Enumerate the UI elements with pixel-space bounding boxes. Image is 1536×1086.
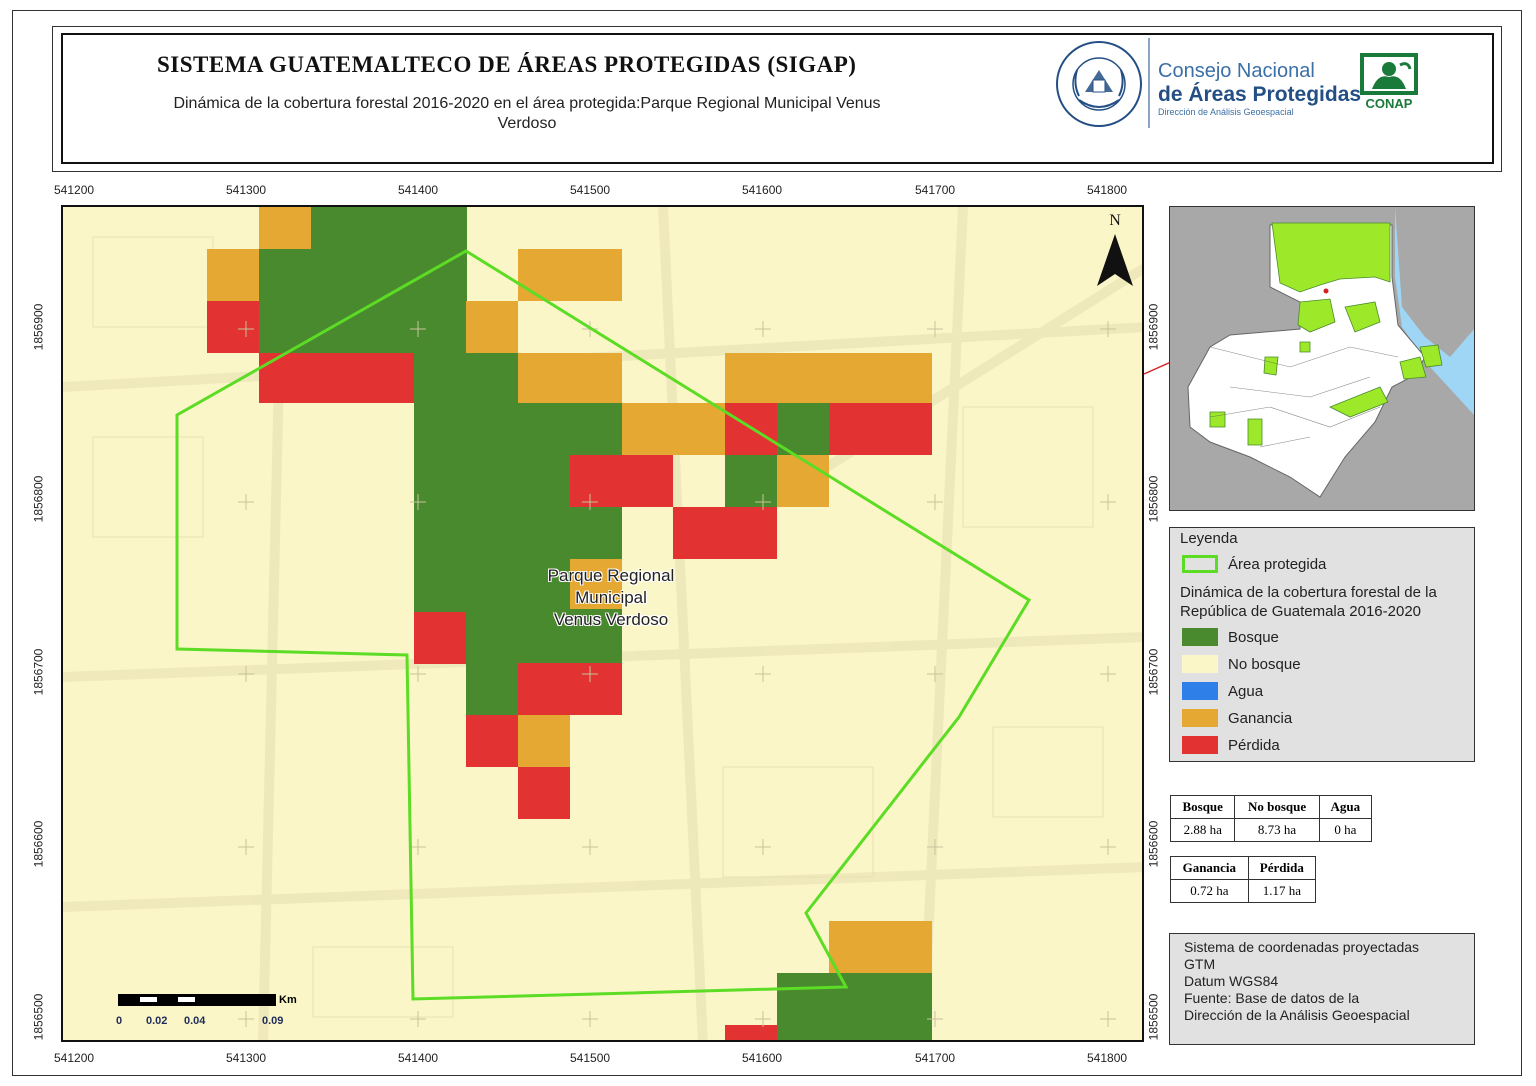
area-label-line: Parque Regional <box>547 566 675 585</box>
scale-label: 0.02 <box>146 1015 168 1027</box>
info-line: GTM <box>1184 956 1216 972</box>
y-tick-label: 1856900 <box>31 303 46 351</box>
stats-value: 0.72 ha <box>1170 879 1249 903</box>
stats-header: Bosque <box>1169 795 1236 819</box>
legend-item-no-bosque: No bosque <box>1182 654 1301 674</box>
locator-map[interactable] <box>1169 206 1475 511</box>
bosque-swatch <box>1182 628 1218 646</box>
x-tick-label: 541500 <box>570 1051 611 1065</box>
info-line: Fuente: Base de datos de la <box>1184 990 1360 1006</box>
y-tick-label: 1856500 <box>1146 993 1161 1041</box>
y-tick-label: 1856800 <box>1146 475 1161 523</box>
legend-label: Ganancia <box>1228 709 1293 727</box>
no-bosque-swatch <box>1182 655 1218 673</box>
y-tick-label: 1856700 <box>31 648 46 696</box>
basemap-blocks <box>92 236 1104 1018</box>
scale-label: 0.04 <box>184 1015 206 1027</box>
legend-label: Bosque <box>1228 628 1279 646</box>
x-tick-label: 541300 <box>226 183 267 197</box>
graticule-crosses <box>238 321 1116 1027</box>
legend-label: Agua <box>1228 682 1264 700</box>
main-map[interactable]: Parque Regional Municipal Venus Verdoso <box>61 205 1144 1042</box>
header-frame <box>52 26 1502 172</box>
x-tick-label: 541500 <box>570 183 611 197</box>
locator-map-canvas <box>1170 207 1474 510</box>
stats-value: 2.88 ha <box>1169 818 1236 842</box>
ganancia-cells <box>207 207 932 973</box>
scale-unit: Km <box>279 994 297 1006</box>
forest-cover-raster <box>207 207 932 1040</box>
map-subtitle: Dinámica de la cobertura forestal 2016-2… <box>173 95 881 132</box>
legend: Leyenda Área protegida Dinámica de la co… <box>1169 527 1475 762</box>
legend-item-perdida: Pérdida <box>1182 735 1280 755</box>
y-tick-label: 1856600 <box>31 820 46 868</box>
y-tick-label: 1856600 <box>1146 820 1161 868</box>
bosque-cells <box>259 207 932 1040</box>
info-line: Datum WGS84 <box>1184 973 1279 989</box>
stats-value: 0 ha <box>1318 818 1373 842</box>
conap-logo: CONAP <box>1360 53 1418 111</box>
title-box <box>61 33 1494 164</box>
stats-header: Ganancia <box>1170 856 1249 880</box>
perdida-swatch <box>1182 736 1218 754</box>
x-tick-label: 541400 <box>398 1051 439 1065</box>
legend-label: No bosque <box>1228 655 1301 673</box>
info-line: Sistema de coordenadas proyectadas <box>1184 939 1420 955</box>
scale-label: 0 <box>116 1015 123 1027</box>
legend-section-title: Dinámica de la cobertura forestal de la … <box>1180 584 1437 620</box>
ganancia-swatch <box>1182 709 1218 727</box>
info-line: Dirección de la Análisis Geoespacial <box>1184 1007 1410 1023</box>
x-tick-label: 541200 <box>54 183 95 197</box>
guatemala-seal-logo <box>1056 41 1142 127</box>
north-arrow: N <box>1093 212 1137 295</box>
map-canvas <box>63 207 1142 1040</box>
area-label-line: Venus Verdoso <box>553 610 669 629</box>
perdida-cells <box>207 301 932 1040</box>
scale-bar-graphic <box>118 994 276 1006</box>
stats-header: No bosque <box>1234 795 1320 819</box>
x-tick-label: 541800 <box>1087 183 1128 197</box>
x-tick-label: 541700 <box>915 1051 956 1065</box>
x-tick-label: 541700 <box>915 183 956 197</box>
map-frame <box>12 10 1522 1076</box>
north-label: N <box>1109 212 1121 229</box>
stats-table-change: Ganancia Pérdida 0.72 ha 1.17 ha <box>1170 856 1317 903</box>
x-tick-label: 541200 <box>54 1051 95 1065</box>
x-tick-label: 541400 <box>398 183 439 197</box>
area-label-line: Municipal <box>575 588 647 607</box>
y-tick-label: 1856500 <box>31 993 46 1041</box>
protected-area-boundary <box>175 249 1032 1001</box>
north-arrow-icon <box>1097 234 1133 286</box>
legend-title: Leyenda <box>1180 530 1238 547</box>
area-label: Parque Regional Municipal Venus Verdoso <box>533 565 689 631</box>
x-tick-label: 541300 <box>226 1051 267 1065</box>
stats-header: Pérdida <box>1247 856 1317 880</box>
projection-info: Sistema de coordenadas proyectadas GTM D… <box>1169 933 1475 1045</box>
org-line-3: Dirección de Análisis Geoespacial <box>1158 107 1294 117</box>
org-line-2: de Áreas Protegidas <box>1158 83 1362 106</box>
stats-header: Agua <box>1318 795 1373 819</box>
stats-table-cover: Bosque No bosque Agua 2.88 ha 8.73 ha 0 … <box>1169 795 1373 842</box>
legend-item-ganancia: Ganancia <box>1182 708 1292 728</box>
boundary-swatch <box>1182 555 1218 573</box>
x-tick-label: 541800 <box>1087 1051 1128 1065</box>
legend-item-boundary: Área protegida <box>1182 554 1326 574</box>
scale-label: 0.09 <box>262 1015 284 1027</box>
page-title: SISTEMA GUATEMALTECO DE ÁREAS PROTEGIDAS… <box>157 52 857 77</box>
scale-bar: Km 0 0.02 0.04 0.09 <box>116 994 297 1027</box>
stats-value: 8.73 ha <box>1234 818 1320 842</box>
agua-swatch <box>1182 682 1218 700</box>
y-tick-label: 1856800 <box>31 475 46 523</box>
org-line-1: Consejo Nacional <box>1158 60 1315 82</box>
x-tick-label: 541600 <box>742 1051 783 1065</box>
conap-name-block: Consejo Nacional de Áreas Protegidas Dir… <box>1148 38 1362 128</box>
legend-label: Área protegida <box>1228 555 1327 573</box>
stats-value: 1.17 ha <box>1247 879 1317 903</box>
legend-label: Pérdida <box>1228 736 1280 754</box>
x-tick-label: 541600 <box>742 183 783 197</box>
legend-item-agua: Agua <box>1182 681 1263 701</box>
conap-logo-text: CONAP <box>1366 96 1413 111</box>
legend-item-bosque: Bosque <box>1182 627 1279 647</box>
y-tick-label: 1856700 <box>1146 648 1161 696</box>
